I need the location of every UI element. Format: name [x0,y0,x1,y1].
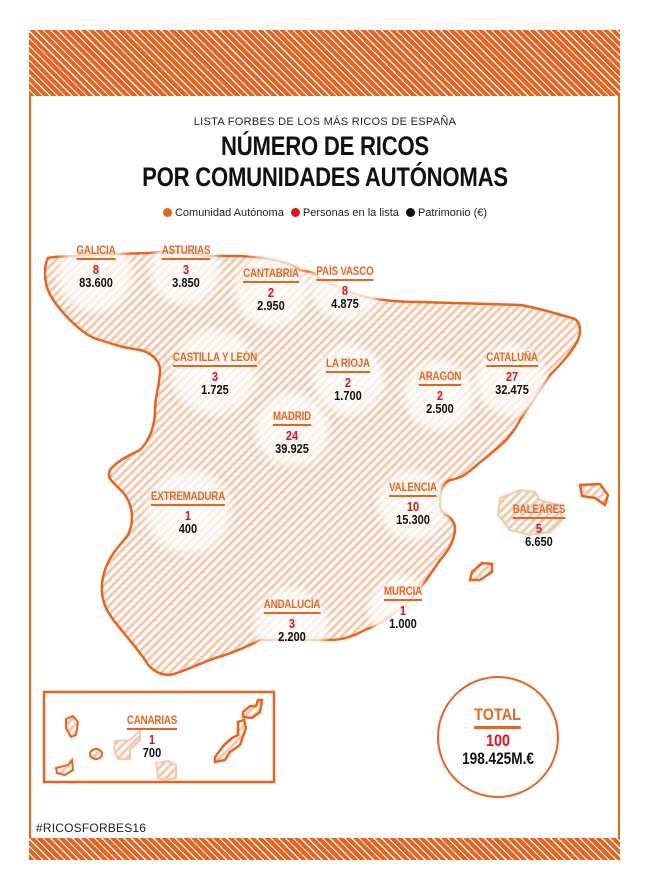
hashtag: #RICOSFORBES16 [36,821,147,835]
label-halos [53,230,551,667]
total-count: 100 [485,731,511,750]
page-title: NÚMERO DE RICOS POR COMUNIDADES AUTÓNOMA… [59,131,592,193]
menorca-shape [578,482,610,508]
region-cantabria: CANTABRIA 2 2.950 [243,268,299,313]
legend-item-wealth: Patrimonio (€) [405,207,487,219]
fuerteventura-shape [213,718,248,764]
legend: Comunidad Autónoma Personas en la lista … [0,207,650,219]
region-andalucia: ANDALUCÍA 3 2.200 [263,599,321,644]
region-murcia: MURCIA 1 1.000 [383,586,423,631]
legend-item-community: Comunidad Autónoma [162,207,284,219]
total-label: TOTAL [474,705,522,729]
kicker: LISTA FORBES DE LOS MÁS RICOS DE ESPAÑA [193,116,457,128]
top-hatched-band [29,30,620,96]
red-dot-icon [290,208,300,217]
total-circle: TOTAL 100 198.425M.€ [437,676,559,798]
tenerife-shape [112,729,141,760]
region-la-rioja: LA RIOJA 2 1.700 [326,358,370,403]
region-castilla-y-leon: CASTILLA Y LEÓN 3 1.725 [172,352,258,397]
mallorca-shape [496,488,564,537]
ibiza-shape [468,561,494,582]
region-extremadura: EXTREMADURA 1 400 [150,491,226,536]
la-palma-shape [65,714,80,739]
region-aragon: ARAGÓN 2 2.500 [418,371,462,416]
title-line-1: NÚMERO DE RICOS [221,131,429,161]
region-canarias: CANARIAS 1 700 [126,715,178,760]
el-hierro-shape [54,757,75,777]
region-galicia: GALICIA 8 83.600 [76,245,116,290]
region-baleares: BALEARES 5 6.650 [512,504,566,549]
region-pais-vasco: PAÍS VASCO 8 4.875 [316,266,374,311]
region-madrid: MADRID 24 39.925 [272,411,312,456]
legend-item-persons: Personas en la lista [290,207,399,219]
lanzarote-shape [241,698,264,720]
gran-canaria-shape [154,759,177,782]
region-cataluna: CATALUÑA 27 32.475 [486,352,538,397]
region-valencia: VALENCIA 10 15.300 [389,482,437,527]
total-value: 198.425M.€ [462,749,534,768]
orange-dot-icon [162,208,172,217]
black-dot-icon [405,208,415,217]
bottom-hatched-band [29,838,620,860]
la-gomera-shape [89,748,103,760]
title-line-2: POR COMUNIDADES AUTÓNOMAS [142,162,508,192]
region-asturias: ASTURIAS 3 3.850 [161,245,211,290]
